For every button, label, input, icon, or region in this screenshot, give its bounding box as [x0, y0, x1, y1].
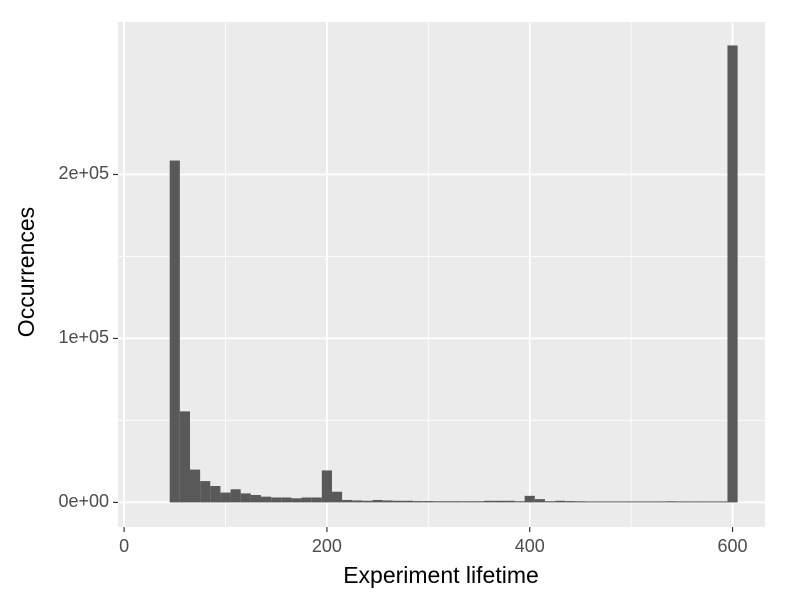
- y-tick-label: 0e+00: [58, 491, 109, 511]
- bar: [271, 497, 282, 503]
- bar: [301, 497, 312, 503]
- bar: [463, 501, 474, 503]
- bar: [605, 501, 616, 503]
- bar: [514, 501, 525, 503]
- bar: [169, 160, 180, 503]
- bar: [697, 501, 708, 503]
- bar: [260, 496, 272, 503]
- bar: [544, 501, 556, 503]
- bar: [656, 501, 667, 503]
- y-axis-title: Occurrences: [13, 207, 39, 337]
- bar: [281, 497, 292, 503]
- bar: [473, 501, 485, 503]
- bar: [575, 501, 586, 503]
- x-tick-label: 200: [312, 536, 342, 556]
- bar: [331, 491, 343, 503]
- panel: [118, 22, 765, 527]
- bar: [179, 411, 191, 503]
- bar: [433, 501, 444, 503]
- x-tick-label: 0: [119, 536, 129, 556]
- bar: [707, 501, 718, 503]
- x-tick-label: 400: [515, 536, 545, 556]
- bar: [342, 499, 353, 503]
- bar: [382, 500, 393, 503]
- bar: [413, 501, 424, 503]
- bar: [595, 501, 606, 503]
- bar: [686, 501, 698, 503]
- bar: [210, 486, 221, 503]
- bar: [321, 470, 332, 503]
- bar: [372, 499, 383, 503]
- bar: [585, 501, 596, 503]
- bar: [250, 495, 261, 503]
- bar: [727, 45, 738, 503]
- bar: [615, 501, 627, 503]
- bar: [230, 489, 241, 503]
- bar: [453, 501, 464, 503]
- bar: [626, 501, 637, 503]
- bar: [392, 500, 403, 503]
- bar: [534, 499, 545, 503]
- bar: [717, 501, 728, 503]
- bar: [504, 500, 515, 503]
- bar: [636, 501, 647, 503]
- bar: [494, 500, 505, 503]
- bar: [484, 500, 495, 503]
- bar: [565, 501, 576, 503]
- bar: [220, 492, 231, 503]
- bar: [555, 500, 566, 503]
- bar: [666, 501, 677, 503]
- bar: [190, 469, 201, 503]
- bar: [291, 498, 302, 503]
- bar: [423, 501, 434, 503]
- bar: [200, 481, 211, 503]
- bar: [240, 493, 251, 503]
- bar: [352, 500, 363, 503]
- bar: [646, 501, 657, 503]
- bar: [443, 501, 454, 503]
- bar: [311, 497, 322, 503]
- x-axis-title: Experiment lifetime: [343, 562, 539, 588]
- bar: [402, 500, 414, 503]
- bar: [362, 500, 373, 503]
- bar: [524, 495, 535, 503]
- y-tick-label: 2e+05: [58, 163, 109, 183]
- x-tick-label: 600: [718, 536, 748, 556]
- y-tick-label: 1e+05: [58, 327, 109, 347]
- bar: [676, 501, 687, 503]
